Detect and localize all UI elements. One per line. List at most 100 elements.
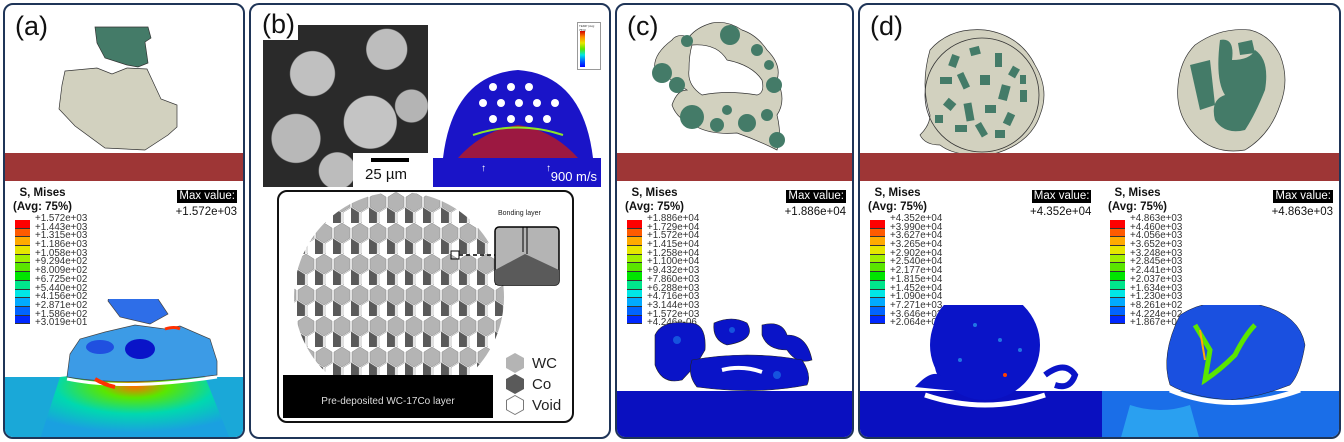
legend-value: +1.315e+03 bbox=[35, 230, 88, 242]
legend-values: +4.863e+03 +4.460e+03 +4.056e+03 +3.652e… bbox=[1130, 213, 1183, 329]
legend-value: +4.224e+02 bbox=[1130, 308, 1183, 320]
legend-label: Void bbox=[532, 396, 562, 414]
hex-schematic: Bonding layer Pre-deposited WC-17Co laye… bbox=[277, 190, 574, 423]
legend-values: +1.886e+04 +1.729e+04 +1.572e+04 +1.415e… bbox=[647, 213, 700, 329]
panel-c: (c) S, Mises (Avg: 75%) +1.886e+04 +1.72… bbox=[615, 3, 854, 439]
legend-value: +3.144e+03 bbox=[647, 299, 700, 311]
panel-label: (b) bbox=[259, 9, 298, 40]
scale-bar: 25 µm bbox=[353, 153, 428, 187]
legend-value: +4.056e+03 bbox=[1130, 230, 1183, 242]
legend-title: S, Mises bbox=[1114, 187, 1161, 199]
colorbar bbox=[15, 220, 30, 325]
legend-subtitle: (Avg: 75%) bbox=[13, 201, 72, 213]
legend-value: +1.186e+03 bbox=[35, 239, 88, 251]
fem-contour-a bbox=[5, 299, 243, 437]
legend-values: +4.352e+04 +3.990e+04 +3.627e+04 +3.265e… bbox=[890, 213, 943, 329]
legend-value: +2.871e+02 bbox=[35, 299, 88, 311]
legend-value: +1.452e+04 bbox=[890, 282, 943, 294]
legend-value: +2.845e+03 bbox=[1130, 256, 1183, 268]
temp-legend-title: TEMP (Avg: 75%) bbox=[579, 24, 596, 32]
legend-subtitle: (Avg: 75%) bbox=[868, 201, 927, 213]
particle-schematic-a bbox=[58, 26, 178, 151]
colorbar bbox=[870, 220, 885, 325]
legend-value: +1.415e+04 bbox=[647, 239, 700, 251]
legend-value: +1.100e+04 bbox=[647, 256, 700, 268]
legend-title: S, Mises bbox=[631, 187, 678, 199]
colorbar bbox=[627, 220, 642, 325]
legend-value: +1.572e+03 bbox=[647, 308, 700, 320]
temp-legend: TEMP (Avg: 75%) bbox=[577, 22, 601, 70]
max-value: +4.863e+03 bbox=[1271, 206, 1333, 218]
legend-value: +1.058e+03 bbox=[35, 247, 88, 259]
legend-value: +2.902e+04 bbox=[890, 247, 943, 259]
legend-value: +3.990e+04 bbox=[890, 221, 943, 233]
bonding-layer-label: Bonding layer bbox=[498, 210, 541, 217]
legend-value: +4.246e-06 bbox=[647, 317, 697, 329]
particle-schematic-d bbox=[919, 29, 1286, 155]
co-hex-icon bbox=[506, 374, 524, 394]
max-value-box-left: Max value: +4.352e+04 bbox=[1030, 186, 1092, 219]
stress-legend: S, Mises (Avg: 75%) +1.572e+03 +1.443e+0… bbox=[13, 186, 87, 327]
legend-value: +6.288e+03 bbox=[647, 282, 700, 294]
legend-value: +4.716e+03 bbox=[647, 291, 700, 303]
impact-simulation: ↑ ↑ 900 m/s TEMP (Avg: 75%) bbox=[433, 22, 601, 187]
velocity-label: 900 m/s bbox=[550, 169, 597, 184]
legend-value: +4.352e+04 bbox=[890, 213, 943, 224]
stress-legend-right: S, Mises (Avg: 75%) +4.863e+03 +4.460e+0… bbox=[1108, 186, 1182, 327]
fem-contour-c bbox=[617, 318, 852, 437]
max-value-label: Max value: bbox=[177, 190, 237, 203]
legend-value: +2.037e+03 bbox=[1130, 273, 1183, 285]
substrate-layer: Pre-deposited WC-17Co layer bbox=[283, 375, 493, 418]
panel-d: (d) S, Mises (Avg: 75%) +4.352 bbox=[858, 3, 1341, 439]
panel-label: (a) bbox=[15, 11, 48, 41]
max-value-label: Max value: bbox=[1273, 190, 1333, 203]
substrate-block bbox=[5, 153, 243, 181]
hex-grid bbox=[294, 192, 560, 402]
legend-subtitle: (Avg: 75%) bbox=[1108, 201, 1167, 213]
legend-value: +5.440e+02 bbox=[35, 282, 88, 294]
max-value-label: Max value: bbox=[1031, 190, 1092, 203]
legend-value: +1.572e+03 bbox=[35, 213, 88, 224]
legend-value: +1.886e+04 bbox=[647, 213, 700, 224]
legend-value: +1.867e+01 bbox=[1130, 317, 1183, 329]
legend-value: +1.572e+04 bbox=[647, 230, 700, 242]
max-value-box-right: Max value: +4.863e+03 bbox=[1272, 186, 1333, 219]
legend-value: +2.540e+04 bbox=[890, 256, 943, 268]
legend-value: +3.019e+01 bbox=[35, 317, 88, 329]
legend-value: +2.441e+03 bbox=[1130, 265, 1183, 277]
sem-micrograph: 25 µm bbox=[263, 25, 428, 187]
legend-value: +8.261e+02 bbox=[1130, 299, 1183, 311]
substrate-block bbox=[617, 153, 852, 181]
legend-value: +1.230e+03 bbox=[1130, 291, 1183, 303]
max-value: +1.886e+04 bbox=[784, 206, 846, 218]
fem-contour-d bbox=[860, 305, 1339, 437]
panel-b: 25 µm (b) ↑ ↑ 900 m/s TEMP (Avg: 75%) bbox=[249, 3, 611, 439]
legend-value: +3.248e+03 bbox=[1130, 247, 1183, 259]
max-value-box: Max value: +1.886e+04 bbox=[785, 186, 846, 219]
legend-value: +9.294e+02 bbox=[35, 256, 88, 268]
wc-hex-icon bbox=[506, 353, 524, 373]
legend-value: +1.586e+02 bbox=[35, 308, 88, 320]
legend-value: +1.815e+04 bbox=[890, 273, 943, 285]
substrate-label: Pre-deposited WC-17Co layer bbox=[321, 396, 455, 407]
legend-value: +1.634e+03 bbox=[1130, 282, 1183, 294]
legend-value: +1.729e+04 bbox=[647, 221, 700, 233]
max-value: +4.352e+04 bbox=[1030, 206, 1092, 218]
legend-value: +8.009e+02 bbox=[35, 265, 88, 277]
hex-particle-temp: ↑ ↑ bbox=[433, 70, 601, 187]
particle-schematic-c bbox=[652, 21, 785, 151]
legend-value: +7.860e+03 bbox=[647, 273, 700, 285]
legend-co: Co bbox=[506, 373, 551, 395]
legend-value: +2.064e+01 bbox=[890, 317, 943, 329]
legend-value: +4.863e+03 bbox=[1130, 213, 1183, 224]
legend-void: Void bbox=[506, 394, 561, 416]
legend-title: S, Mises bbox=[19, 187, 66, 199]
panel-label: (c) bbox=[627, 11, 659, 41]
legend-value: +7.271e+03 bbox=[890, 299, 943, 311]
svg-text:↑: ↑ bbox=[481, 163, 486, 174]
legend-value: +4.156e+02 bbox=[35, 291, 88, 303]
stress-legend: S, Mises (Avg: 75%) +1.886e+04 +1.729e+0… bbox=[625, 186, 699, 327]
svg-text:↑: ↑ bbox=[546, 163, 551, 174]
max-value-box: Max value: +1.572e+03 bbox=[176, 186, 237, 219]
legend-value: +3.646e+03 bbox=[890, 308, 943, 320]
